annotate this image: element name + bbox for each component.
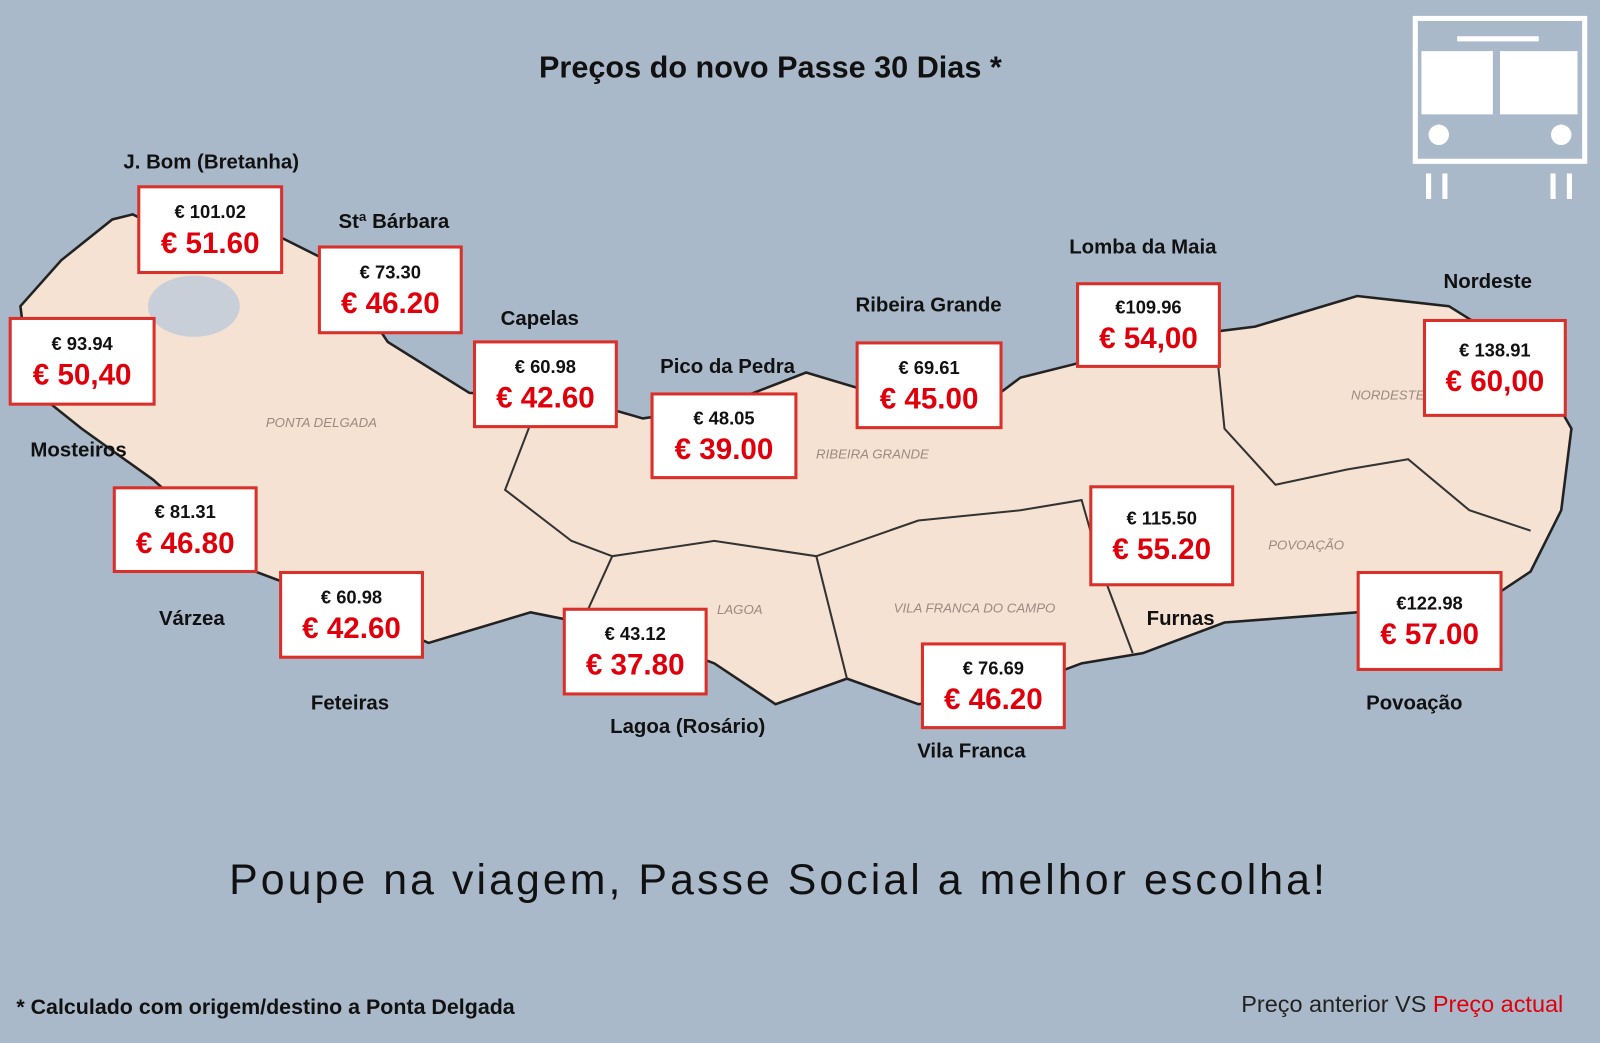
previous-price: € 76.69 [963,657,1024,678]
price-box [1076,282,1221,368]
price-box [112,486,258,574]
current-price: € 57.00 [1380,618,1479,651]
price-box [317,245,463,335]
current-price: € 51.60 [161,227,260,260]
price-box [1089,485,1235,587]
current-price: € 46.80 [136,527,235,560]
previous-price: € 60.98 [515,356,576,377]
price-box [1422,318,1567,417]
current-price: € 46.20 [341,287,440,320]
previous-price: € 115.50 [1127,507,1197,528]
place-name: Lagoa (Rosário) [610,716,765,738]
place-name: Pico da Pedra [660,356,796,378]
place-name: Mosteiros [30,439,126,461]
legend: Preço anterior VS Preço actual [1241,991,1563,1017]
place-name: Furnas [1147,608,1215,630]
price-box [920,642,1066,730]
current-price: € 60,00 [1446,365,1545,398]
previous-price: €109.96 [1115,297,1181,318]
map-region-label: PONTA DELGADA [266,415,377,430]
map-region-label: LAGOA [717,602,763,617]
place-name: Várzea [159,608,225,630]
map-region-label: NORDESTE [1351,387,1425,402]
footnote: * Calculado com origem/destino a Ponta D… [16,995,515,1019]
place-name: Lomba da Maia [1069,236,1217,258]
current-price: € 39.00 [675,433,774,466]
price-box [855,341,1003,430]
current-price: € 50,40 [33,358,132,391]
current-price: € 37.80 [586,649,685,682]
previous-price: € 73.30 [360,261,421,282]
current-price: € 42.60 [496,381,595,414]
place-name: J. Bom (Bretanha) [123,152,299,174]
previous-price: € 60.98 [321,586,382,607]
place-name: Capelas [501,308,579,330]
map-region-label: RIBEIRA GRANDE [816,447,929,462]
price-box [1356,570,1503,671]
municipal-borders [503,326,1531,679]
current-price: € 46.20 [944,683,1043,716]
place-name: Stª Bárbara [339,211,450,233]
price-box [8,316,156,406]
current-price: € 42.60 [302,612,401,645]
previous-price: €122.98 [1396,593,1462,614]
map-region-label: VILA FRANCA DO CAMPO [894,601,1056,616]
place-name: Povoação [1366,693,1462,715]
lake [147,275,240,337]
bus-icon [1412,15,1588,200]
slogan: Poupe na viagem, Passe Social a melhor e… [229,856,1328,904]
price-box [472,340,618,429]
price-box [562,607,708,696]
legend-previous: Preço anterior VS [1241,991,1426,1017]
previous-price: € 138.91 [1459,339,1530,360]
place-name: Vila Franca [917,741,1026,763]
previous-price: € 69.61 [898,357,959,378]
place-name: Nordeste [1444,271,1532,293]
price-box [279,570,424,659]
place-name: Ribeira Grande [855,295,1001,317]
price-box [137,185,284,275]
price-box [650,392,798,480]
current-price: € 45.00 [880,382,979,415]
current-price: € 54,00 [1099,322,1198,355]
title: Preços do novo Passe 30 Dias * [539,51,1002,85]
previous-price: € 101.02 [174,201,245,222]
map-region-label: POVOAÇÃO [1268,537,1344,552]
previous-price: € 93.94 [52,333,114,354]
current-price: € 55.20 [1112,533,1211,566]
previous-price: € 81.31 [155,501,216,522]
previous-price: € 43.12 [605,623,666,644]
legend-current: Preço actual [1433,991,1563,1017]
previous-price: € 48.05 [693,407,754,428]
place-name: Feteiras [311,693,389,715]
